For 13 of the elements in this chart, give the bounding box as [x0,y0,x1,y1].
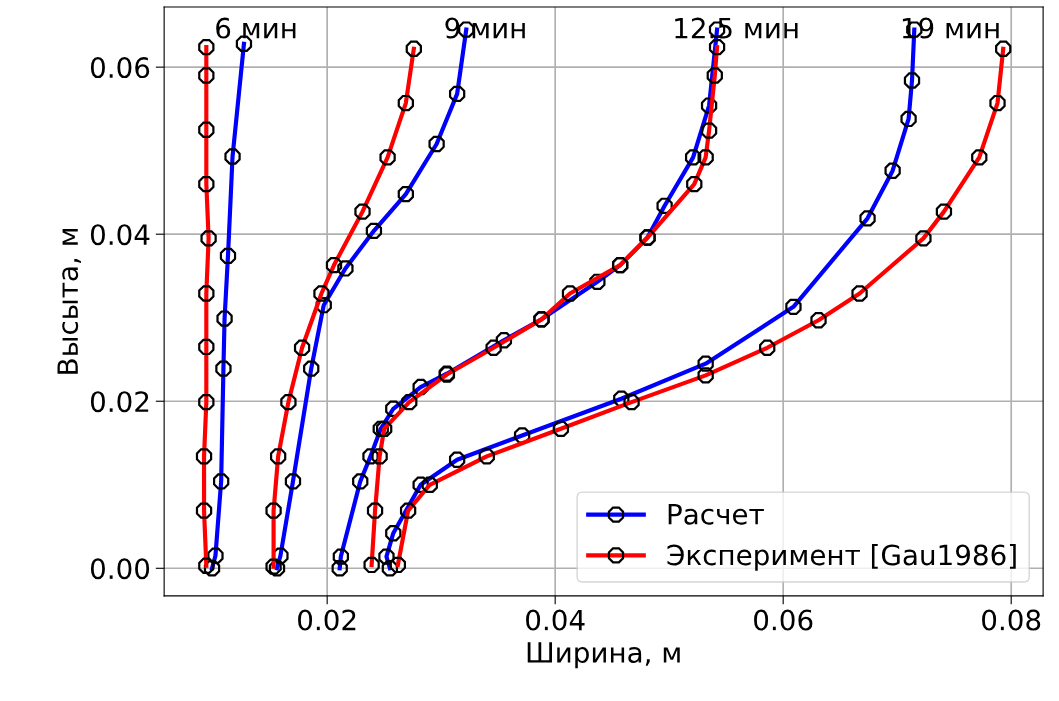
annotation: 6 мин [216,17,296,39]
x-axis-title: Ширина, м [527,642,680,669]
x-tick-label: 0.08 [982,609,1041,631]
legend-label: Эксперимент [Gau1986] [667,543,1016,571]
legend-label: Расчет [668,504,764,525]
x-tick-label: 0.04 [526,609,585,631]
y-axis-title: Высыта, м [57,228,81,374]
y-tick-label: 0.02 [90,391,149,413]
y-tick-label: 0.06 [90,57,150,79]
y-tick-label: 0.04 [90,224,150,246]
x-tick-label: 0.06 [754,609,813,631]
x-tick-label: 0.02 [298,609,356,631]
y-tick-label: 0.00 [90,558,150,580]
